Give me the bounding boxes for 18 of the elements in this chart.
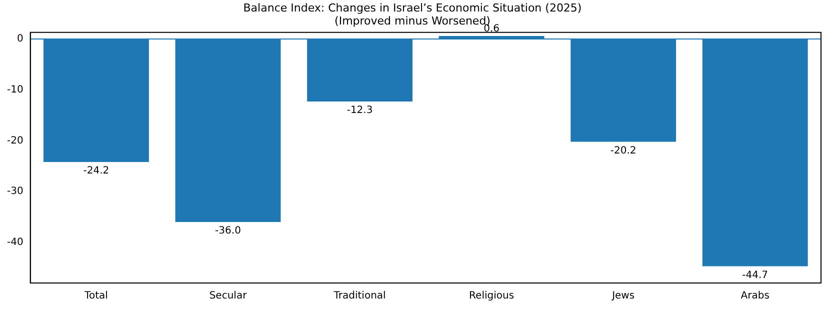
x-tick-label: Secular <box>209 290 248 302</box>
y-tick-label: -20 <box>6 135 24 146</box>
y-tick-label: -30 <box>6 186 24 198</box>
data-label: 0.6 <box>484 24 500 35</box>
chart-title: Balance Index: Changes in Israel’s Economic Situation (2025) <box>243 1 582 14</box>
y-tick-label: 0 <box>16 34 24 45</box>
x-tick-label: Arabs <box>740 290 770 302</box>
data-label: -24.2 <box>83 166 110 177</box>
data-label: -44.7 <box>742 270 768 281</box>
x-tick-label: Total <box>84 290 108 302</box>
x-tick-label: Jews <box>611 290 635 302</box>
y-tick-label: -10 <box>6 84 24 96</box>
x-tick-label: Traditional <box>332 290 386 302</box>
data-label: -36.0 <box>215 226 241 237</box>
data-label: -12.3 <box>346 105 373 116</box>
y-tick-label: -40 <box>6 236 24 248</box>
x-tick-label: Religious <box>469 290 514 302</box>
data-label: -20.2 <box>610 145 636 156</box>
